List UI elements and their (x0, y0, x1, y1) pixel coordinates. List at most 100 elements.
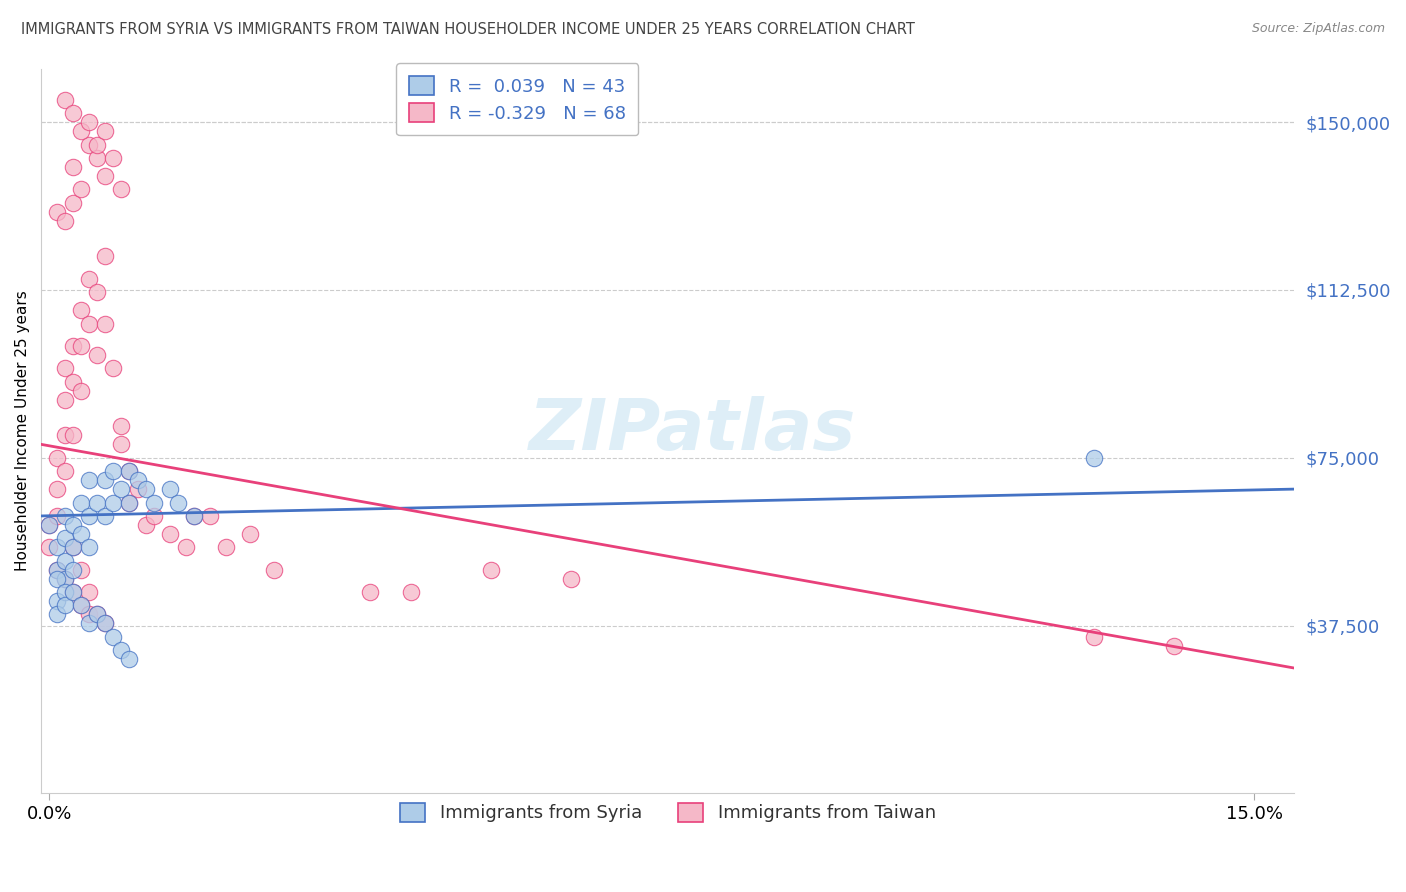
Point (183, 508, 205, 523)
Point (94, 616, 117, 631)
Point (38, 517, 60, 532)
Point (94, 169, 117, 183)
Point (86, 151, 108, 165)
Point (46, 563, 69, 577)
Point (174, 541, 197, 555)
Point (70, 339, 93, 353)
Point (53, 508, 76, 523)
Point (62, 160, 84, 174)
Point (53, 361, 76, 376)
Point (159, 526, 181, 541)
Point (46, 572, 69, 586)
Point (53, 428, 76, 442)
Point (62, 541, 84, 555)
Point (70, 563, 93, 577)
Point (86, 285, 108, 300)
Point (62, 195, 84, 210)
Point (70, 182, 93, 196)
Point (62, 517, 84, 532)
Point (46, 482, 69, 496)
Point (1083, 450, 1105, 465)
Point (127, 482, 149, 496)
Point (103, 151, 125, 165)
Point (79, 607, 101, 622)
Point (118, 652, 141, 666)
Point (79, 508, 101, 523)
Point (1083, 630, 1105, 644)
Point (62, 585, 84, 599)
Point (79, 317, 101, 331)
Point (118, 495, 141, 509)
Point (79, 585, 101, 599)
Point (110, 437, 132, 451)
Point (46, 607, 69, 622)
Point (103, 361, 125, 376)
Text: Source: ZipAtlas.com: Source: ZipAtlas.com (1251, 22, 1385, 36)
Point (53, 572, 76, 586)
Point (166, 495, 188, 509)
Point (86, 607, 108, 622)
Point (479, 563, 502, 577)
Point (53, 531, 76, 545)
Point (86, 495, 108, 509)
Point (86, 137, 108, 152)
Point (53, 464, 76, 478)
Point (46, 450, 69, 465)
Point (79, 137, 101, 152)
Point (127, 473, 149, 487)
Point (103, 464, 125, 478)
Point (46, 204, 69, 219)
Point (53, 554, 76, 568)
Point (79, 272, 101, 286)
Point (46, 563, 69, 577)
Point (135, 517, 157, 532)
Point (70, 495, 93, 509)
Point (94, 317, 117, 331)
Point (70, 526, 93, 541)
Point (142, 495, 165, 509)
Point (53, 392, 76, 407)
Point (86, 348, 108, 362)
Point (110, 182, 132, 196)
Point (239, 526, 262, 541)
Point (118, 464, 141, 478)
Legend: Immigrants from Syria, Immigrants from Taiwan: Immigrants from Syria, Immigrants from T… (387, 790, 949, 835)
Point (46, 594, 69, 608)
Point (198, 508, 221, 523)
Point (399, 585, 422, 599)
Point (118, 495, 141, 509)
Point (159, 482, 181, 496)
Point (53, 599, 76, 613)
Point (79, 541, 101, 555)
Point (118, 464, 141, 478)
Point (110, 482, 132, 496)
Point (560, 572, 582, 586)
Point (142, 508, 165, 523)
Point (86, 607, 108, 622)
Text: ZIPatlas: ZIPatlas (529, 396, 856, 466)
Point (1163, 639, 1185, 653)
Point (46, 541, 69, 555)
Point (79, 473, 101, 487)
Point (135, 482, 157, 496)
Text: IMMIGRANTS FROM SYRIA VS IMMIGRANTS FROM TAIWAN HOUSEHOLDER INCOME UNDER 25 YEAR: IMMIGRANTS FROM SYRIA VS IMMIGRANTS FROM… (21, 22, 915, 37)
Point (70, 599, 93, 613)
Point (62, 428, 84, 442)
Point (183, 508, 205, 523)
Point (79, 115, 101, 129)
Point (70, 599, 93, 613)
Point (53, 93, 76, 107)
Point (94, 473, 117, 487)
Point (62, 375, 84, 389)
Point (94, 616, 117, 631)
Point (62, 541, 84, 555)
Y-axis label: Householder Income Under 25 years: Householder Income Under 25 years (15, 291, 30, 571)
Point (103, 630, 125, 644)
Point (79, 616, 101, 631)
Point (62, 585, 84, 599)
Point (110, 419, 132, 434)
Point (110, 643, 132, 657)
Point (263, 563, 285, 577)
Point (215, 541, 238, 555)
Point (53, 585, 76, 599)
